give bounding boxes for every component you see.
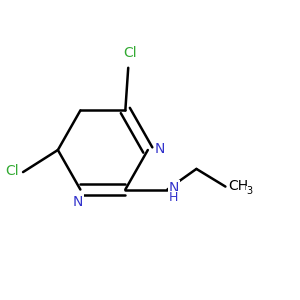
Text: N: N	[72, 195, 82, 209]
Text: N: N	[169, 181, 179, 195]
Text: Cl: Cl	[123, 46, 136, 60]
Text: CH: CH	[228, 179, 248, 193]
Text: H: H	[169, 191, 178, 204]
Text: N: N	[155, 142, 165, 155]
Text: Cl: Cl	[5, 164, 19, 178]
Text: 3: 3	[246, 186, 252, 196]
